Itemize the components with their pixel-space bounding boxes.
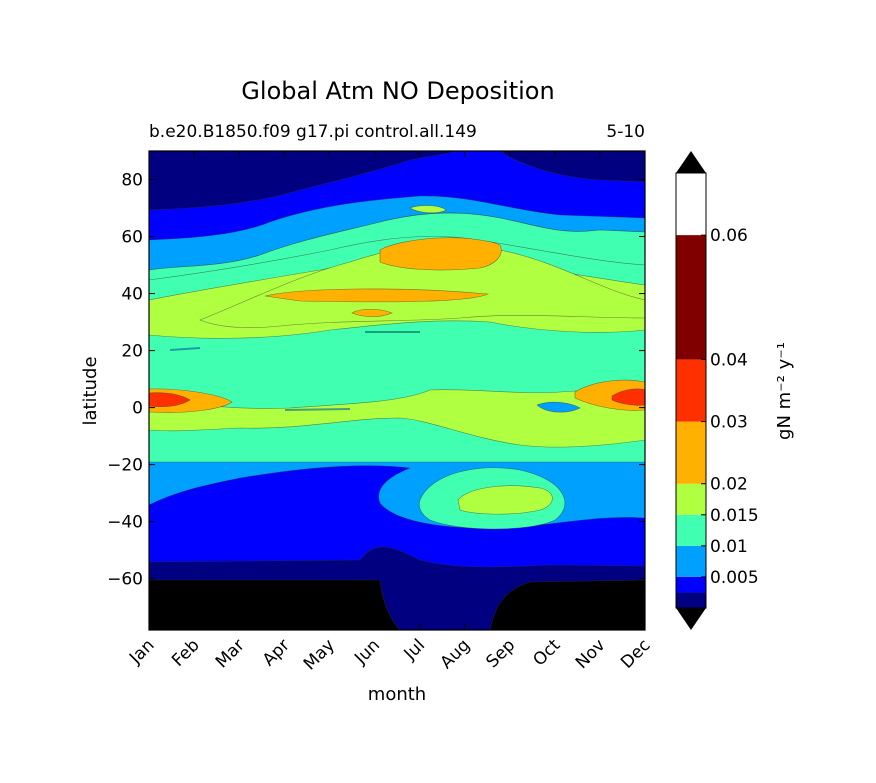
colorbar-frame [675, 172, 707, 609]
y-tick-label: −40 [107, 513, 143, 533]
colorbar-segment [676, 421, 706, 484]
chart-title: Global Atm NO Deposition [241, 77, 554, 105]
colorbar-tick-label: 0.02 [710, 475, 748, 495]
colorbar-tick-label: 0.005 [710, 568, 759, 588]
chart-subtitle-right: 5-10 [606, 122, 645, 142]
y-tick-label: 60 [121, 228, 143, 248]
colorbar-tick-label: 0.06 [710, 226, 748, 246]
colorbar-segment [676, 576, 706, 593]
colorbar-segment [676, 483, 706, 515]
contour-field [149, 151, 645, 630]
x-tick-label: Jan [125, 635, 158, 668]
x-tick-label: Mar [212, 635, 249, 672]
colorbar-tick-label: 0.03 [710, 413, 748, 433]
colorbar-extend-min [676, 608, 706, 630]
colorbar-extend-max [676, 151, 706, 173]
y-tick-label: 80 [121, 171, 143, 191]
y-axis: 80 60 40 20 0 −20 −40 −60 [107, 171, 645, 590]
colorbar-segment [676, 514, 706, 546]
x-tick-label: Apr [259, 635, 294, 670]
x-tick-label: Jul [400, 635, 429, 664]
colorbar [675, 151, 707, 630]
y-tick-label: 20 [121, 342, 143, 362]
colorbar-ticks: 0.005 0.01 0.015 0.02 0.03 0.04 0.06 [701, 226, 759, 588]
y-tick-label: −20 [107, 456, 143, 476]
y-tick-label: −60 [107, 570, 143, 590]
x-tick-label: May [300, 635, 339, 674]
x-tick-label: Aug [437, 635, 475, 673]
x-tick-label: Feb [168, 635, 203, 670]
x-tick-label: Oct [529, 635, 564, 670]
y-tick-label: 0 [132, 399, 143, 419]
x-tick-label: Jun [350, 635, 384, 669]
colorbar-tick-label: 0.01 [710, 537, 748, 557]
chart-subtitle-left: b.e20.B1850.f09 g17.pi control.all.149 [149, 122, 477, 142]
x-axis-label: month [368, 684, 426, 705]
colorbar-segment [676, 235, 706, 360]
x-tick-label: Sep [482, 635, 519, 672]
y-tick-label: 40 [121, 285, 143, 305]
plot-frame [148, 150, 646, 631]
colorbar-segment [676, 545, 706, 577]
x-tick-label: Dec [617, 635, 654, 672]
y-axis-label: latitude [80, 356, 101, 425]
colorbar-segment [676, 592, 706, 608]
colorbar-tick-label: 0.015 [710, 506, 759, 526]
colorbar-label: gN m⁻² y⁻¹ [774, 342, 795, 440]
colorbar-segment [676, 359, 706, 422]
x-tick-label: Nov [572, 635, 610, 673]
colorbar-tick-label: 0.04 [710, 350, 748, 370]
